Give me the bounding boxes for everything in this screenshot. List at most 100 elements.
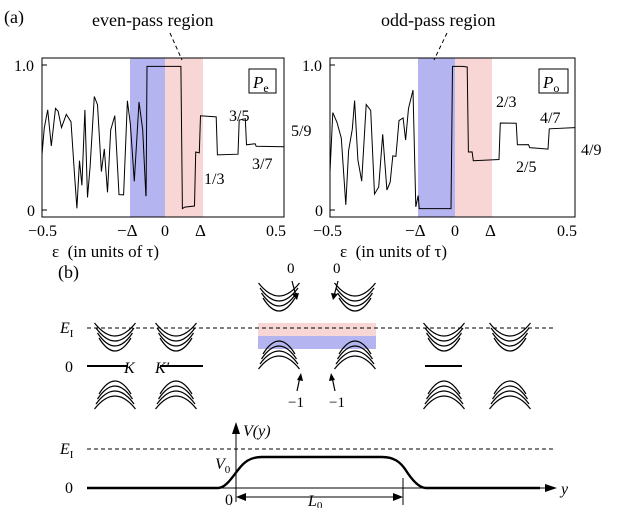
band-curve	[337, 292, 373, 307]
right-xtick-right: 0.5	[557, 223, 577, 240]
right-xtick-delta: Δ	[485, 221, 496, 240]
right-legend-box	[538, 68, 569, 94]
fermi-pink-band	[258, 323, 376, 336]
potential-profile: EI V0 0 V(y) y 0 L0	[59, 422, 569, 508]
vy-label: V(y)	[243, 423, 271, 440]
bottom-arrow-label-1: −1	[288, 395, 304, 411]
left-subplot: even-pass region 1.0 0 Pe 1/3 3/5 3/7 5/…	[14, 10, 311, 261]
band-curve	[338, 297, 372, 312]
left-legend-box	[248, 68, 277, 94]
band-curve	[261, 292, 297, 307]
right-ytick-bottom: 0	[315, 203, 323, 220]
band-curve	[426, 332, 462, 347]
left-xtick-left: −0.5	[28, 223, 57, 240]
right-ytick-top: 1.0	[302, 58, 322, 75]
right-frac-2: 2/5	[516, 159, 536, 176]
left-frac-4: 5/9	[291, 123, 311, 140]
band-curve	[337, 345, 373, 360]
band-curve	[98, 380, 132, 395]
band-curve	[155, 395, 197, 410]
band-curve	[489, 395, 531, 410]
band-curve	[156, 327, 196, 342]
y-axis-label: y	[559, 481, 569, 498]
band-curve	[95, 390, 135, 405]
band-curve	[158, 385, 194, 400]
band-curve	[94, 322, 136, 337]
right-legend: Po	[542, 73, 559, 95]
band-curve	[427, 337, 461, 352]
band-curve	[95, 327, 135, 342]
right-annotation-pointer	[433, 32, 448, 61]
right-xtick-zero: 0	[451, 223, 459, 240]
right-pink-band	[455, 58, 492, 217]
band-curve	[262, 340, 296, 355]
left-xtick-zero: 0	[161, 223, 169, 240]
band-curve	[97, 332, 133, 347]
potential-curve	[87, 455, 540, 490]
left-xtick-delta: Δ	[195, 221, 206, 240]
valley-kp-label: K′	[154, 360, 170, 377]
band-curve	[489, 322, 531, 337]
band-curve	[426, 385, 462, 400]
right-xtick-left: −0.5	[313, 223, 342, 240]
band-curve	[159, 337, 193, 352]
left-xtick-right: 0.5	[266, 223, 286, 240]
band-curve	[158, 332, 194, 347]
right-annotation: odd-pass region	[381, 10, 495, 30]
band-curve	[97, 385, 133, 400]
v0-label: V0	[215, 456, 231, 476]
zero-energy-label: 0	[65, 359, 73, 376]
right-frac-3: 4/7	[540, 110, 560, 127]
top-arrow-label-1: 0	[287, 261, 295, 277]
zero-y-label: 0	[65, 480, 73, 497]
valley-k-label: K	[123, 360, 136, 377]
left-xtick-neg-delta: −Δ	[117, 221, 138, 240]
length-label: L0	[307, 493, 323, 508]
left-blue-band	[130, 58, 165, 217]
band-curve	[427, 380, 461, 395]
fermi-blue-band	[258, 336, 376, 349]
band-diagram: EI 0 K K′ 0 0 −1 −1	[59, 261, 555, 411]
bottom-arrow-label-2: −1	[329, 395, 345, 411]
band-curve	[258, 282, 300, 297]
left-frac-1: 1/3	[204, 171, 224, 188]
left-ytick-top: 1.0	[14, 58, 34, 75]
right-frac-1: 2/3	[496, 94, 516, 111]
dirac-cones	[87, 282, 531, 410]
band-curve	[155, 322, 197, 337]
band-curve	[424, 327, 464, 342]
fermi-level-label: EI	[59, 320, 74, 340]
left-transmission-curve	[41, 65, 285, 210]
band-curve	[159, 380, 193, 395]
band-curve	[490, 390, 530, 405]
left-frac-3: 3/7	[252, 156, 272, 173]
origin-label: 0	[225, 492, 233, 508]
fermi-level-label-lower: EI	[59, 441, 74, 461]
band-curve	[262, 297, 296, 312]
right-subplot: odd-pass region 1.0 0 Po 2/3 2/5 4/7 4/9…	[302, 10, 601, 261]
band-curve	[261, 345, 297, 360]
band-curve	[259, 350, 299, 365]
band-curve	[335, 350, 375, 365]
band-curve	[423, 322, 465, 337]
left-ytick-bottom: 0	[27, 203, 35, 220]
band-curve	[98, 337, 132, 352]
left-annotation-pointer	[169, 32, 183, 61]
top-arrow-label-2: 0	[333, 261, 341, 277]
left-legend: Pe	[252, 73, 269, 95]
right-axes-frame	[329, 57, 576, 218]
left-annotation: even-pass region	[92, 10, 213, 30]
band-curve	[338, 340, 372, 355]
band-curve	[490, 327, 530, 342]
band-curve	[94, 395, 136, 410]
right-frac-4: 4/9	[581, 142, 601, 159]
right-xtick-neg-delta: −Δ	[405, 221, 426, 240]
left-frac-2: 3/5	[229, 108, 249, 125]
band-curve	[334, 282, 376, 297]
band-curve	[424, 390, 464, 405]
band-curve	[334, 355, 376, 370]
band-curve	[258, 355, 300, 370]
band-curve	[492, 332, 528, 347]
band-curve	[423, 395, 465, 410]
